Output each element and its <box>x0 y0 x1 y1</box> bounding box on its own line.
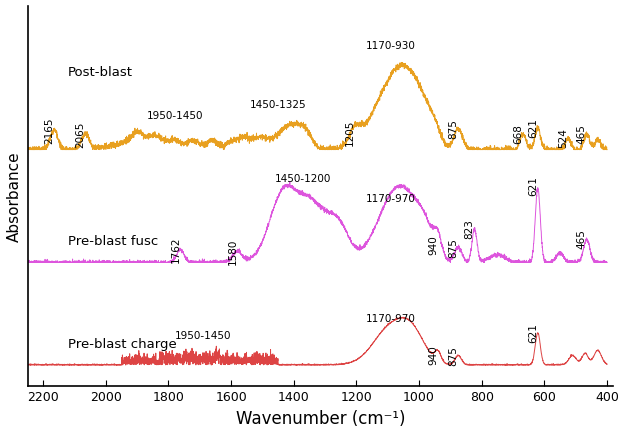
Text: 2065: 2065 <box>75 122 85 148</box>
Text: 621: 621 <box>528 322 538 342</box>
Text: 2165: 2165 <box>44 118 54 144</box>
Text: 668: 668 <box>513 124 523 144</box>
Text: 465: 465 <box>577 124 587 144</box>
X-axis label: Wavenumber (cm⁻¹): Wavenumber (cm⁻¹) <box>236 409 405 427</box>
Text: 1205: 1205 <box>345 119 355 145</box>
Y-axis label: Absorbance: Absorbance <box>7 151 22 242</box>
Text: 1762: 1762 <box>171 237 181 263</box>
Text: 1450-1325: 1450-1325 <box>250 99 307 109</box>
Text: Post-blast: Post-blast <box>68 66 133 79</box>
Text: 621: 621 <box>528 176 538 196</box>
Text: 1950-1450: 1950-1450 <box>147 111 203 121</box>
Text: Pre-blast fusc: Pre-blast fusc <box>68 234 159 247</box>
Text: 1950-1450: 1950-1450 <box>175 331 231 341</box>
Text: Pre-blast charge: Pre-blast charge <box>68 337 177 350</box>
Text: 875: 875 <box>448 119 458 139</box>
Text: 823: 823 <box>465 218 475 238</box>
Text: 1170-970: 1170-970 <box>366 194 416 204</box>
Text: 940: 940 <box>428 344 438 364</box>
Text: 465: 465 <box>577 229 587 249</box>
Text: 1450-1200: 1450-1200 <box>275 174 331 184</box>
Text: 1580: 1580 <box>228 238 238 264</box>
Text: 1170-930: 1170-930 <box>366 40 416 50</box>
Text: 875: 875 <box>448 345 458 365</box>
Text: 524: 524 <box>558 128 568 148</box>
Text: 940: 940 <box>428 235 438 254</box>
Text: 621: 621 <box>528 118 538 138</box>
Text: 875: 875 <box>448 237 458 257</box>
Text: 1170-970: 1170-970 <box>366 313 416 323</box>
